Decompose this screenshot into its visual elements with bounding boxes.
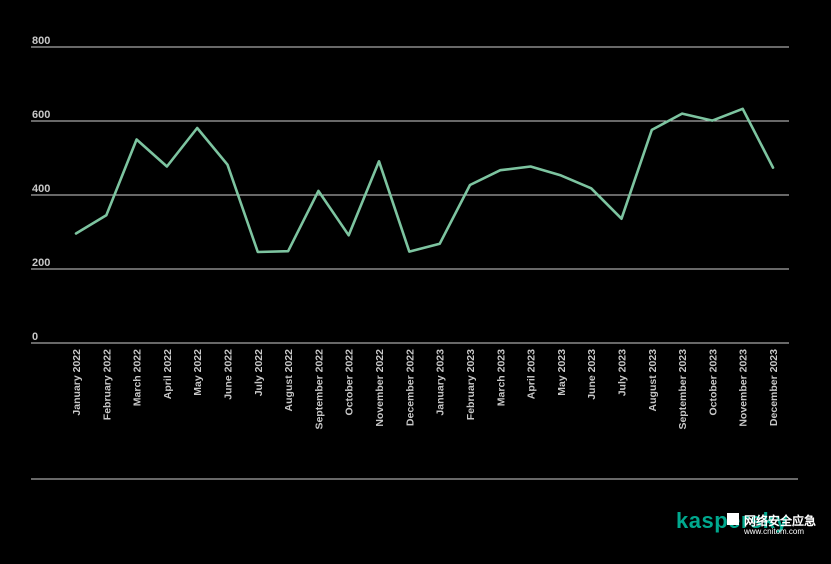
x-tick-label: March 2023 [495, 349, 507, 406]
y-tick-label: 800 [32, 35, 50, 47]
y-tick-label: 400 [32, 183, 50, 195]
y-tick-label: 0 [32, 331, 38, 343]
gridlines [31, 46, 789, 344]
y-tick-label: 600 [32, 109, 50, 121]
x-tick-label: January 2022 [71, 349, 83, 416]
x-tick-label: February 2023 [465, 349, 477, 420]
y-tick-label: 200 [32, 257, 50, 269]
x-tick-label: August 2023 [647, 349, 659, 412]
watermark: kaspersky 网络安全应急 www.cnitom.com [676, 508, 816, 536]
series-line [74, 107, 775, 254]
watermark-cn-text: 网络安全应急 [744, 513, 816, 528]
x-tick-label: May 2023 [556, 349, 568, 396]
watermark-url: www.cnitom.com [743, 527, 804, 536]
x-tick-label: August 2022 [283, 349, 295, 412]
x-tick-label: December 2022 [404, 349, 416, 426]
x-axis-ticks: January 2022 February 2022 March 2022 April… [71, 349, 780, 430]
x-tick-label: September 2022 [313, 349, 325, 430]
x-tick-label: October 2022 [344, 349, 356, 416]
x-tick-label: November 2022 [374, 349, 386, 427]
x-tick-label: March 2022 [132, 349, 144, 406]
x-tick-label: May 2022 [192, 349, 204, 396]
x-tick-label: September 2023 [677, 349, 689, 430]
x-tick-label: July 2022 [253, 349, 265, 396]
x-tick-label: April 2022 [162, 349, 174, 399]
x-tick-label: December 2023 [768, 349, 780, 426]
x-tick-label: October 2023 [707, 349, 719, 416]
x-tick-label: July 2023 [616, 349, 628, 396]
y-axis-ticks: 0 200 400 600 800 [32, 35, 50, 343]
x-tick-label: February 2022 [101, 349, 113, 420]
x-tick-label: November 2023 [738, 349, 750, 427]
x-tick-label: January 2023 [435, 349, 447, 416]
x-tick-label: June 2023 [586, 349, 598, 400]
x-tick-label: June 2022 [223, 349, 235, 400]
x-tick-label: April 2023 [526, 349, 538, 399]
watermark-badge [727, 513, 739, 525]
